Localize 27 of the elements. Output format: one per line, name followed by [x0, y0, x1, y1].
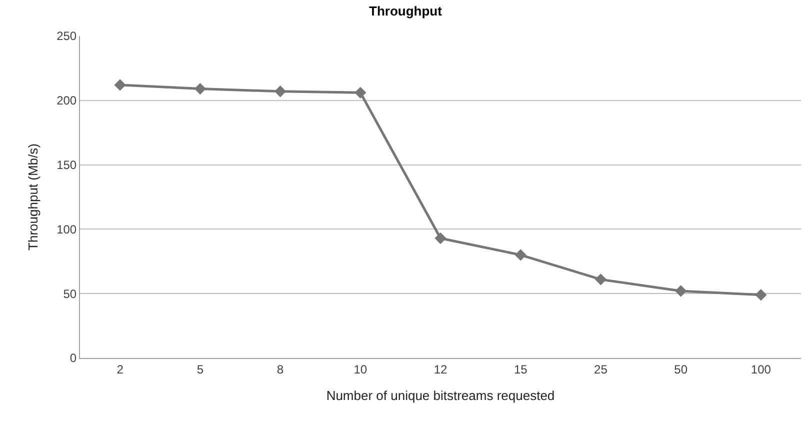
point: [194, 82, 206, 95]
y-axis-title: Throughput (Mb/s): [26, 144, 41, 250]
x-tick-label: 25: [594, 362, 608, 376]
y-tick-label: 250: [56, 29, 77, 44]
x-axis-title: Number of unique bitstreams requested: [326, 388, 555, 403]
x-tick-label: 12: [434, 362, 448, 376]
y-tick-label: 100: [56, 222, 77, 236]
x-tick-label: 2: [116, 362, 124, 376]
y-tick-label: 0: [70, 351, 77, 366]
point: [594, 274, 607, 286]
point: [434, 232, 446, 244]
point: [354, 86, 366, 99]
x-tick-label: 8: [276, 362, 284, 376]
x-tick-label: 5: [196, 362, 204, 376]
y-tick-label: 200: [56, 94, 77, 108]
y-tick-label: 50: [63, 286, 77, 301]
point: [274, 86, 286, 98]
x-tick-label: 100: [750, 362, 772, 376]
y-tick-label: 150: [56, 158, 77, 172]
point: [114, 79, 126, 91]
point: [755, 289, 767, 301]
point: [514, 249, 526, 261]
x-tick-label: 10: [354, 362, 368, 376]
x-tick-label: 50: [674, 362, 688, 376]
point: [674, 285, 687, 297]
chart-title: Throughput: [369, 4, 443, 19]
x-tick-label: 15: [514, 362, 528, 376]
